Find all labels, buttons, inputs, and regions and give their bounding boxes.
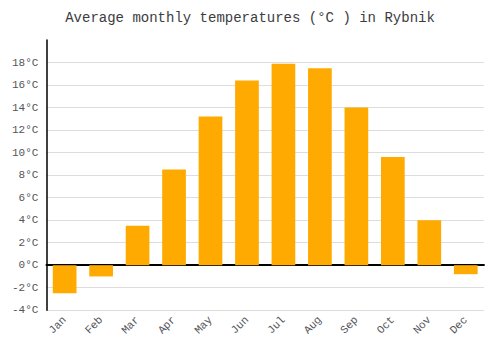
svg-text:Nov: Nov: [411, 314, 434, 337]
svg-text:Jan: Jan: [46, 314, 68, 336]
svg-text:14°C: 14°C: [12, 102, 39, 114]
svg-text:Jun: Jun: [229, 314, 251, 336]
svg-text:4°C: 4°C: [19, 214, 39, 226]
svg-text:Average monthly temperatures (: Average monthly temperatures (°C ) in Ry…: [65, 10, 435, 26]
svg-text:10°C: 10°C: [12, 147, 39, 159]
svg-text:6°C: 6°C: [19, 192, 39, 204]
svg-text:-4°C: -4°C: [12, 304, 39, 316]
svg-text:May: May: [192, 314, 215, 337]
svg-text:Feb: Feb: [83, 314, 105, 336]
svg-text:0°C: 0°C: [19, 259, 39, 271]
svg-text:Oct: Oct: [375, 314, 397, 336]
svg-text:2°C: 2°C: [19, 237, 39, 249]
svg-text:Mar: Mar: [119, 314, 141, 336]
svg-text:Apr: Apr: [156, 314, 178, 336]
svg-text:Jul: Jul: [265, 314, 287, 336]
svg-text:8°C: 8°C: [19, 169, 39, 181]
svg-text:18°C: 18°C: [12, 57, 39, 69]
svg-text:Aug: Aug: [302, 314, 324, 336]
svg-text:12°C: 12°C: [12, 124, 39, 136]
svg-text:16°C: 16°C: [12, 79, 39, 91]
svg-text:-2°C: -2°C: [12, 282, 39, 294]
svg-text:Dec: Dec: [448, 314, 470, 336]
svg-text:Sep: Sep: [338, 314, 360, 336]
